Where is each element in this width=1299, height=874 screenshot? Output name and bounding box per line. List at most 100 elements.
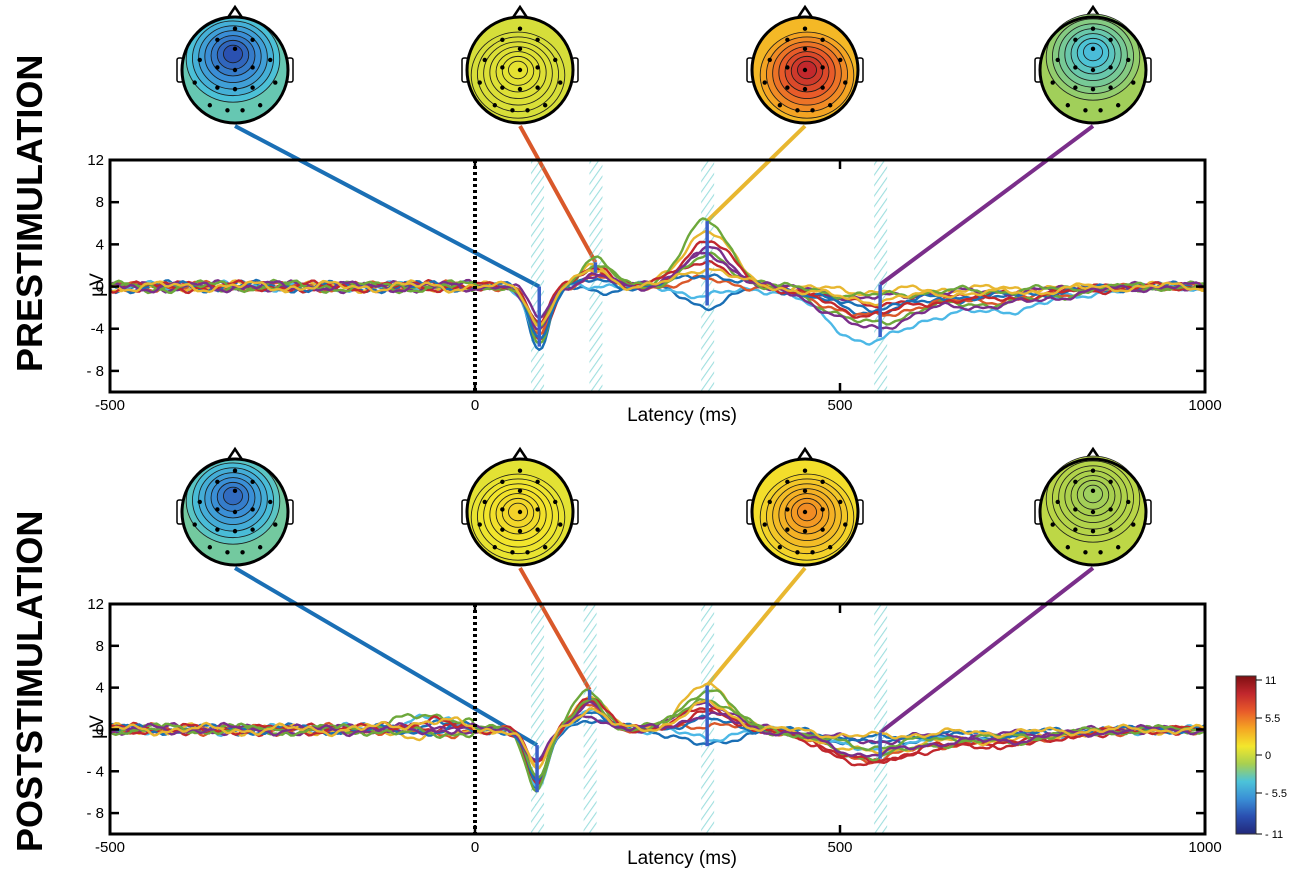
electrode-dot xyxy=(827,103,833,108)
electrode-dot xyxy=(1090,86,1096,92)
topomap-head xyxy=(1034,4,1152,125)
y-axis-label: µV xyxy=(87,273,108,297)
electrode-dot xyxy=(232,468,238,473)
x-tick-label: 500 xyxy=(827,839,852,856)
series-lines xyxy=(109,681,1206,793)
panel-title: PRESTIMULATION xyxy=(9,55,50,372)
plot-area: 12 8 4 0 -4 - 8 -500 0 500 1000 xyxy=(86,152,1221,414)
electrode-dot xyxy=(558,80,563,85)
x-tick-label: 0 xyxy=(471,397,479,414)
electrode-dot xyxy=(553,499,558,505)
electrode-dot xyxy=(1108,85,1113,90)
electrode-dot xyxy=(802,509,808,515)
topomap-connector-line xyxy=(518,125,598,264)
scalp-contour xyxy=(1083,484,1103,504)
y-tick-label: 12 xyxy=(87,152,104,169)
head-outline xyxy=(1038,457,1148,567)
electrode-dot xyxy=(500,479,505,484)
electrode-dot xyxy=(785,85,790,90)
electrode-dot xyxy=(1126,57,1131,63)
electrode-dot xyxy=(517,67,523,73)
head-outline xyxy=(1038,15,1148,125)
electrode-dot xyxy=(225,108,230,113)
panel-title: POSTSTIMULATION xyxy=(9,511,50,852)
head-outline xyxy=(180,15,290,125)
x-tick-label: 1000 xyxy=(1188,839,1221,856)
electrode-dot xyxy=(535,85,540,90)
electrode-dot xyxy=(820,527,825,532)
electrode-dot xyxy=(500,85,505,90)
topomap-connector-line xyxy=(878,566,1095,735)
scalp-contour xyxy=(223,44,243,64)
electrode-dot xyxy=(762,80,767,85)
electrode-dot xyxy=(762,522,767,527)
electrode-dot xyxy=(250,65,255,70)
y-tick-label: - 8 xyxy=(86,805,104,822)
electrode-dot xyxy=(1090,468,1096,473)
electrode-dot xyxy=(1050,80,1055,85)
x-tick-label: -500 xyxy=(95,397,125,414)
electrode-dot xyxy=(1090,528,1096,534)
y-axis-label: µV xyxy=(87,715,108,739)
electrode-dot xyxy=(1108,65,1113,70)
series-lines xyxy=(109,217,1206,351)
y-tick-label: 0 xyxy=(96,279,104,296)
electrode-dot xyxy=(785,527,790,532)
electrode-dot xyxy=(215,37,220,42)
topomap-layer xyxy=(176,4,1152,125)
electrode-dot xyxy=(268,57,273,63)
highlight-window xyxy=(531,604,545,834)
electrode-dot xyxy=(767,499,772,505)
topomap-head xyxy=(176,446,294,567)
connector-layer xyxy=(234,124,1095,289)
electrode-dot xyxy=(1055,57,1060,63)
electrode-dot xyxy=(535,37,540,42)
electrode-dot xyxy=(517,46,523,52)
electrode-dot xyxy=(802,26,808,31)
electrode-dot xyxy=(517,528,523,534)
electrode-dot xyxy=(517,488,523,494)
electrode-dot xyxy=(1050,522,1055,527)
topomap-head xyxy=(176,4,294,125)
electrode-dot xyxy=(525,550,530,555)
electrode-dot xyxy=(197,499,202,505)
electrode-dot xyxy=(192,522,197,527)
electrode-dot xyxy=(232,528,238,534)
electrode-dot xyxy=(240,108,245,113)
electrode-dot xyxy=(215,65,220,70)
electrode-dot xyxy=(1083,550,1088,555)
erp-series-line xyxy=(109,267,1206,328)
electrode-dot xyxy=(1115,103,1121,108)
electrode-dot xyxy=(820,65,825,70)
topomap-layer xyxy=(176,446,1152,567)
electrode-dot xyxy=(250,37,255,42)
electrode-dot xyxy=(820,37,825,42)
electrode-dot xyxy=(802,468,808,473)
electrode-dot xyxy=(802,528,808,534)
electrode-dot xyxy=(820,85,825,90)
electrode-dot xyxy=(1073,527,1078,532)
electrode-dot xyxy=(517,468,523,473)
electrode-dot xyxy=(1098,550,1103,555)
electrode-dot xyxy=(1073,507,1078,512)
topomap-connector-line xyxy=(705,124,807,223)
x-axis-label: Latency (ms) xyxy=(627,405,737,426)
plot-frame xyxy=(108,158,1207,394)
erp-series-line xyxy=(109,699,1206,785)
erp-series-line xyxy=(109,217,1205,345)
y-tick-label: 0 xyxy=(96,721,104,738)
electrode-dot xyxy=(500,527,505,532)
erp-series-line xyxy=(109,699,1206,770)
electrode-dot xyxy=(510,108,515,113)
y-tick-label: 8 xyxy=(96,194,104,211)
electrode-dot xyxy=(215,85,220,90)
electrode-dot xyxy=(1131,80,1136,85)
electrode-dot xyxy=(492,545,498,550)
electrode-dot xyxy=(535,65,540,70)
electrode-dot xyxy=(820,479,825,484)
electrode-dot xyxy=(250,507,255,512)
electrode-dot xyxy=(1073,37,1078,42)
x-tick-label: 1000 xyxy=(1188,397,1221,414)
topomap-connector-line xyxy=(234,124,541,289)
